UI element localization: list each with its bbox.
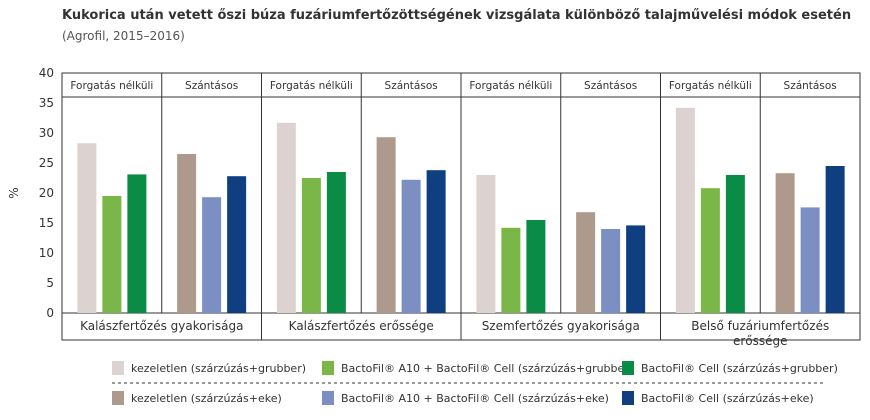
bar	[626, 225, 646, 313]
group-label: Belső fuzáriumfertőzés	[691, 319, 829, 333]
subgroup-label: Forgatás nélküli	[669, 80, 752, 92]
bar	[800, 207, 820, 313]
bar	[526, 220, 546, 313]
subgroup-label: Szántásos	[784, 80, 837, 92]
subgroup-label: Szántásos	[385, 80, 438, 92]
bar	[326, 172, 346, 313]
legend-swatch	[112, 391, 124, 405]
group-label: Kalászfertőzés erőssége	[289, 319, 434, 333]
bar	[775, 173, 795, 313]
bar	[77, 143, 97, 313]
y-tick-label: 35	[39, 96, 54, 110]
y-tick-label: 20	[39, 186, 54, 200]
chart-subtitle: (Agrofil, 2015–2016)	[62, 29, 185, 43]
bar	[301, 178, 321, 313]
subgroup-label: Forgatás nélküli	[270, 80, 353, 92]
y-tick-label: 10	[39, 246, 54, 260]
group-label: erőssége	[733, 334, 788, 348]
bar	[376, 137, 396, 313]
legend-label: kezeletlen (szárzúzás+grubber)	[131, 362, 306, 375]
y-tick-label: 30	[39, 126, 54, 140]
legend-swatch	[112, 361, 124, 375]
bar	[700, 188, 720, 313]
bar	[127, 174, 147, 313]
bar	[675, 107, 695, 313]
legend-label: BactoFil® A10 + BactoFil® Cell (szárzúzá…	[341, 392, 609, 405]
bar	[725, 175, 745, 313]
legend-swatch	[622, 361, 634, 375]
chart-title: Kukorica után vetett őszi búza fuzáriumf…	[62, 8, 852, 23]
bar	[476, 175, 496, 313]
legend-label: BactoFil® Cell (szárzúzás+grubber)	[641, 362, 838, 375]
bar	[202, 197, 222, 313]
y-axis-label: %	[7, 187, 21, 198]
y-tick-label: 15	[39, 216, 54, 230]
bar	[501, 227, 521, 313]
y-tick-label: 40	[39, 66, 54, 80]
legend-swatch	[322, 361, 334, 375]
subgroup-label: Szántásos	[584, 80, 637, 92]
legend-swatch	[322, 391, 334, 405]
legend-label: kezeletlen (szárzúzás+eke)	[131, 392, 282, 405]
bar	[601, 229, 621, 313]
bar	[825, 166, 845, 313]
legend-label: BactoFil® A10 + BactoFil® Cell (szárzúzá…	[341, 362, 633, 375]
group-label: Szemfertőzés gyakorisága	[482, 319, 640, 333]
subgroup-label: Forgatás nélküli	[469, 80, 552, 92]
bar	[276, 122, 296, 313]
bar	[576, 212, 596, 313]
y-tick-label: 25	[39, 156, 54, 170]
legend-label: BactoFil® Cell (szárzúzás+eke)	[641, 392, 814, 405]
bar	[102, 196, 122, 313]
bar	[401, 179, 421, 313]
y-tick-label: 0	[46, 306, 54, 320]
subgroup-label: Szántásos	[185, 80, 238, 92]
bar	[227, 176, 247, 313]
bar	[177, 154, 197, 313]
y-tick-label: 5	[46, 276, 54, 290]
legend-swatch	[622, 391, 634, 405]
group-label: Kalászfertőzés gyakorisága	[80, 319, 243, 333]
bar	[426, 170, 446, 313]
subgroup-label: Forgatás nélküli	[70, 80, 153, 92]
